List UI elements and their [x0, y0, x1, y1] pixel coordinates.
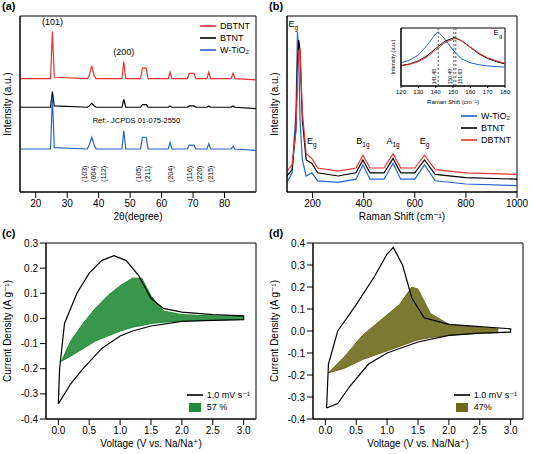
svg-text:151.63: 151.63: [457, 69, 463, 85]
svg-text:0.1: 0.1: [291, 304, 305, 315]
svg-text:-0.2: -0.2: [21, 363, 39, 374]
svg-text:20: 20: [30, 198, 42, 209]
svg-text:60: 60: [156, 198, 168, 209]
svg-text:0.5: 0.5: [349, 425, 363, 436]
svg-text:0.5: 0.5: [82, 425, 96, 436]
svg-text:2.5: 2.5: [473, 425, 487, 436]
svg-text:-0.2: -0.2: [288, 370, 306, 381]
svg-text:0.1: 0.1: [24, 288, 38, 299]
html-text:Current Density (A g⁻¹): Current Density (A g⁻¹): [2, 280, 13, 382]
svg-text:Eg: Eg: [307, 136, 317, 149]
svg-text:30: 30: [62, 198, 74, 209]
html-text:(b): (b): [269, 0, 283, 12]
svg-text:70: 70: [188, 198, 200, 209]
html-text:Voltage (V vs. Na/Na⁺): Voltage (V vs. Na/Na⁺): [367, 438, 469, 449]
html-text:Current Density (A g⁻¹): Current Density (A g⁻¹): [269, 280, 280, 382]
svg-text:141.48: 141.48: [431, 69, 437, 85]
svg-text:B1g: B1g: [356, 136, 370, 149]
svg-text:80: 80: [219, 198, 231, 209]
svg-text:2.5: 2.5: [206, 425, 220, 436]
svg-text:(220): (220): [196, 166, 204, 182]
svg-text:2.0: 2.0: [175, 425, 189, 436]
svg-text:150.49: 150.49: [447, 69, 453, 85]
svg-text:Eg: Eg: [420, 136, 430, 149]
svg-text:(215): (215): [207, 166, 215, 182]
html-text:47%: 47%: [473, 402, 492, 412]
html-text:Eg: Eg: [493, 28, 502, 39]
html-text:Intensity (a.u.): Intensity (a.u.): [390, 39, 397, 75]
svg-text:160: 160: [465, 89, 476, 95]
svg-text:0.0: 0.0: [291, 326, 305, 337]
svg-text:3.0: 3.0: [504, 425, 518, 436]
html-text:2θ(degree): 2θ(degree): [113, 211, 163, 222]
html-text:(d): (d): [269, 227, 283, 239]
html-text:Voltage (V vs. Na/Na⁺): Voltage (V vs. Na/Na⁺): [100, 438, 202, 449]
html-text:(c): (c): [2, 227, 16, 239]
svg-text:50: 50: [125, 198, 137, 209]
svg-text:Eg: Eg: [289, 19, 299, 32]
svg-text:(103): (103): [81, 166, 89, 182]
svg-text:-0.1: -0.1: [288, 348, 306, 359]
html-text:BTNT: BTNT: [481, 123, 505, 133]
html-text:BTNT: BTNT: [220, 33, 244, 43]
svg-text:0.4: 0.4: [291, 239, 305, 249]
svg-text:400: 400: [355, 198, 372, 209]
svg-text:3.0: 3.0: [237, 425, 251, 436]
svg-text:2.0: 2.0: [442, 425, 456, 436]
svg-text:0.3: 0.3: [24, 239, 38, 249]
svg-text:0.3: 0.3: [291, 260, 305, 271]
svg-text:130: 130: [413, 89, 424, 95]
html-text:W-TiO₂: W-TiO₂: [220, 45, 249, 55]
html-text:Intensity (a.u.): Intensity (a.u.): [2, 72, 13, 136]
html-text:1.0 mV s⁻¹: 1.0 mV s⁻¹: [206, 390, 250, 400]
svg-text:200: 200: [304, 198, 321, 209]
svg-text:-0.4: -0.4: [288, 414, 306, 425]
svg-text:170: 170: [483, 89, 494, 95]
svg-text:1.0: 1.0: [380, 425, 394, 436]
svg-text:0.2: 0.2: [291, 282, 305, 293]
svg-text:0.0: 0.0: [51, 425, 65, 436]
svg-text:(116): (116): [186, 166, 194, 182]
svg-text:A1g: A1g: [386, 136, 400, 149]
svg-text:(101): (101): [42, 17, 63, 27]
html-text:Raman Shift (cm⁻¹): Raman Shift (cm⁻¹): [358, 211, 446, 222]
svg-text:1.5: 1.5: [411, 425, 425, 436]
html-text:DBTNT: DBTNT: [220, 21, 250, 31]
svg-text:180: 180: [500, 89, 511, 95]
svg-text:(112): (112): [100, 166, 108, 182]
svg-text:0.0: 0.0: [24, 313, 38, 324]
svg-text:0.0: 0.0: [318, 425, 332, 436]
svg-text:1.5: 1.5: [144, 425, 158, 436]
svg-text:600: 600: [406, 198, 423, 209]
svg-text:0.2: 0.2: [24, 263, 38, 274]
svg-text:(105): (105): [135, 166, 143, 182]
html-text:(a): (a): [2, 0, 16, 12]
svg-text:-0.3: -0.3: [21, 388, 39, 399]
html-text:57 %: 57 %: [206, 402, 228, 412]
svg-text:800: 800: [458, 198, 475, 209]
html-text:1.0 mV s⁻¹: 1.0 mV s⁻¹: [473, 390, 517, 400]
svg-text:1.0: 1.0: [113, 425, 127, 436]
svg-text:Ref:- JCPDS 01-075-2550: Ref:- JCPDS 01-075-2550: [93, 116, 181, 125]
svg-text:-0.4: -0.4: [21, 414, 39, 425]
html-text:Intensity (a.u.): Intensity (a.u.): [269, 72, 280, 136]
svg-text:150: 150: [448, 89, 459, 95]
svg-text:-0.3: -0.3: [288, 392, 306, 403]
svg-text:-0.1: -0.1: [21, 338, 39, 349]
svg-text:40: 40: [93, 198, 105, 209]
svg-text:1000: 1000: [506, 198, 529, 209]
html-text:W-TiO₂: W-TiO₂: [481, 111, 510, 121]
svg-text:140: 140: [431, 89, 442, 95]
html-text:DBTNT: DBTNT: [481, 135, 511, 145]
svg-text:(204): (204): [167, 166, 175, 182]
svg-text:(200): (200): [113, 47, 134, 57]
svg-text:120: 120: [396, 89, 407, 95]
svg-text:(211): (211): [144, 166, 152, 182]
svg-text:(004): (004): [90, 166, 98, 182]
html-text:Raman Shift (cm⁻¹): Raman Shift (cm⁻¹): [427, 99, 479, 105]
